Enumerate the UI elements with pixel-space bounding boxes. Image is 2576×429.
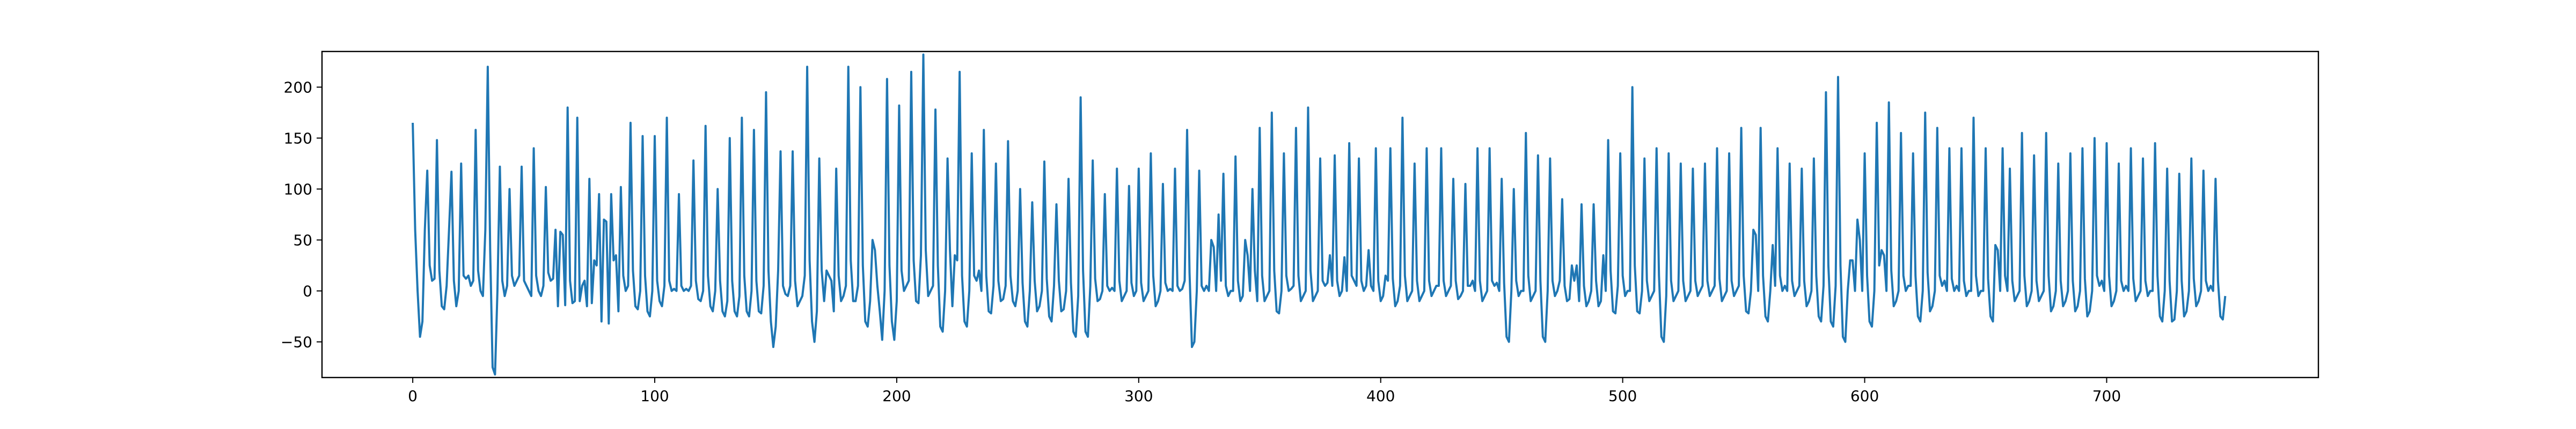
y-tick-label: 50 bbox=[293, 232, 312, 249]
series-line bbox=[412, 53, 2227, 376]
x-axis: 0 100 200 300 400 500 600 700 bbox=[408, 378, 2121, 405]
y-tick-label: 150 bbox=[284, 130, 312, 147]
y-tick-label: −50 bbox=[281, 334, 312, 351]
y-tick-label: 100 bbox=[284, 181, 312, 198]
x-tick-label: 600 bbox=[1850, 387, 1879, 405]
x-tick-label: 300 bbox=[1124, 387, 1153, 405]
x-tick-label: 500 bbox=[1608, 387, 1637, 405]
y-tick-label: 0 bbox=[303, 283, 312, 300]
y-tick-label: 200 bbox=[284, 79, 312, 97]
x-tick-label: 100 bbox=[640, 387, 669, 405]
plot-frame bbox=[321, 50, 2319, 379]
x-tick-label: 400 bbox=[1366, 387, 1395, 405]
x-tick-label: 200 bbox=[882, 387, 911, 405]
x-tick-label: 700 bbox=[2092, 387, 2121, 405]
y-axis: −50 0 50 100 150 200 bbox=[281, 79, 322, 351]
x-tick-label: 0 bbox=[408, 387, 418, 405]
